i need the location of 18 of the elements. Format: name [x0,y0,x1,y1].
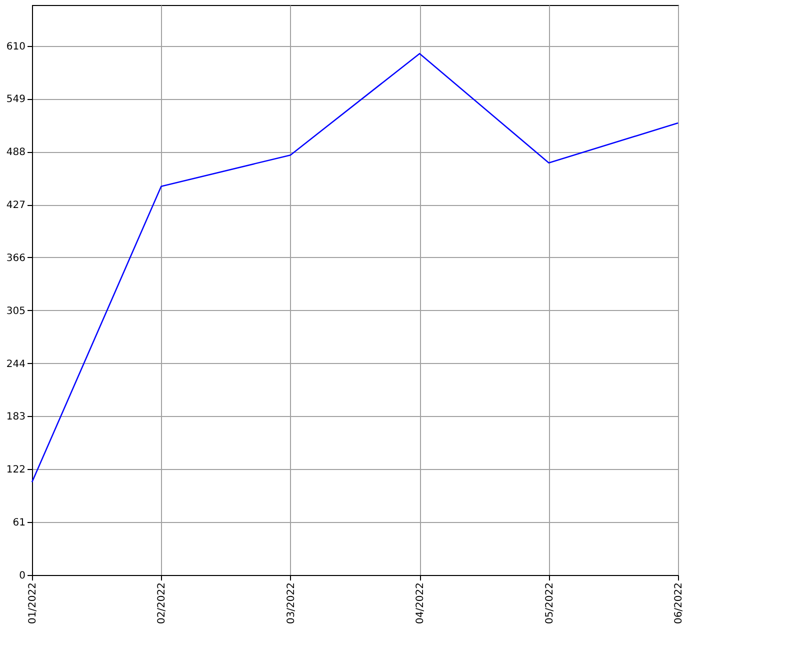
x-tick-label: 05/2022 [544,582,556,624]
y-tick-label: 122 [6,464,26,476]
x-tick-label: 03/2022 [286,582,297,624]
y-tick-label: 549 [6,94,26,106]
x-tick-label: 06/2022 [674,582,684,624]
y-tick-label: 183 [6,412,26,423]
y-tick-label: 366 [6,252,26,264]
y-tick-label: 427 [6,200,26,212]
y-tick-label: 244 [6,358,26,370]
y-tick-label: 610 [6,41,26,52]
x-tick-label: 02/2022 [156,582,168,624]
y-tick-label: 0 [19,570,26,582]
x-tick-label: 01/2022 [28,582,38,624]
x-tick-label: 04/2022 [415,582,426,624]
y-tick-label: 61 [12,518,26,529]
y-tick-label: 305 [6,306,26,317]
line-series [31,52,679,483]
y-tick-label: 488 [6,147,26,158]
